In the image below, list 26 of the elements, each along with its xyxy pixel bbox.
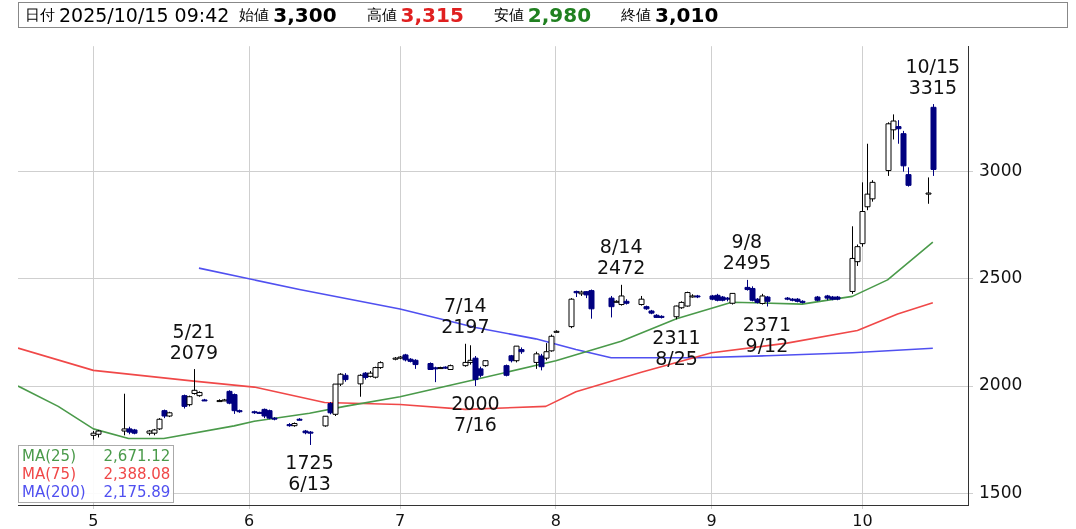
chart-title: 日付 2025/10/15 09:42 [25,4,230,26]
text: 終値 3,010 [621,3,719,27]
text: MA(75) [22,465,76,483]
y-tick-label: 3000 [979,160,1023,181]
text: 安値 2,980 [493,3,592,27]
annotation: 9/8 2495 [722,230,772,274]
x-tick-label: 8 [550,510,561,529]
y-tick-label: 1500 [979,481,1023,502]
x-tick-label: 7 [394,510,406,529]
text: 始値 3,300 [239,3,337,27]
annotation: 5/21 2079 [169,319,219,363]
x-tick-label: 5 [88,510,99,529]
x-tick-label: 9 [706,510,717,529]
annotation: 1725 6/13 [285,451,334,495]
annotation: 2,175.89 [103,483,171,501]
text: 高値 3,315 [366,3,464,27]
series-label: MA(25) [22,447,76,465]
x-tick-label: 6 [244,510,255,529]
annotation: 2,671.12 [103,447,171,465]
y-tick-label: 2500 [979,267,1023,288]
x-tick-label: 10 [852,510,873,529]
annotation: 10/15 3315 [905,54,961,98]
y-tick-label: 2000 [979,374,1023,395]
text: MA(200) [22,483,86,501]
annotation: 8/14 2472 [596,235,646,279]
annotation: 2,388.08 [103,465,171,483]
